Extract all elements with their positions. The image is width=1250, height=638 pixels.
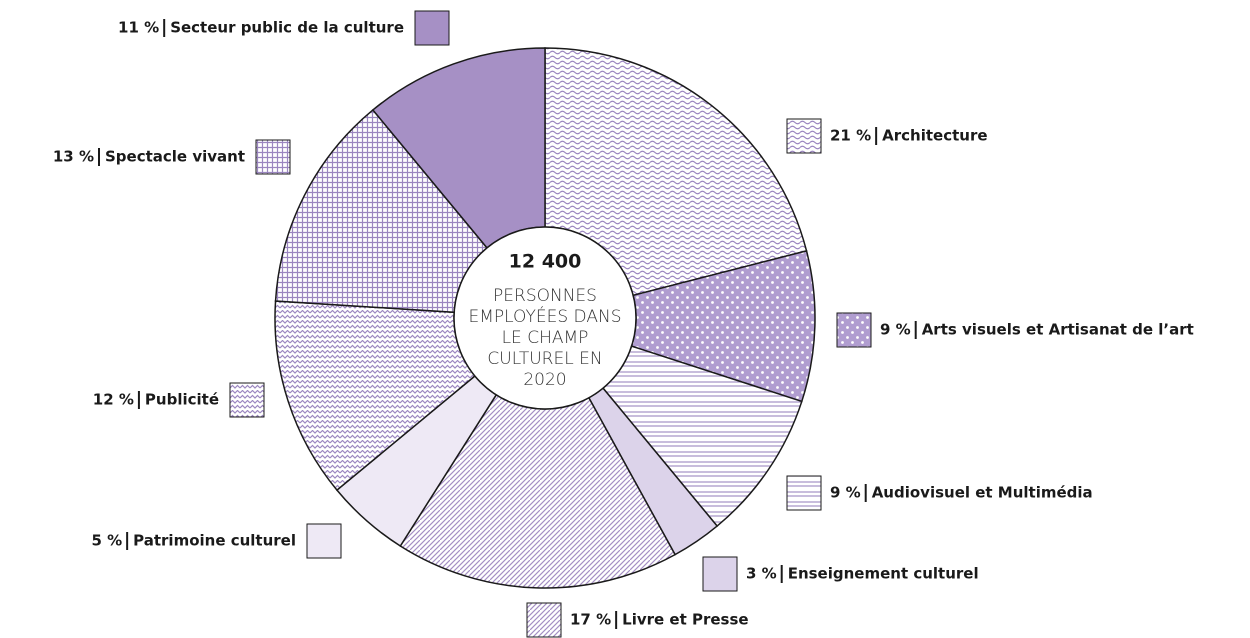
legend-swatch [786,118,822,154]
legend-swatch [255,139,291,175]
legend-label: Enseignement culturel [788,565,979,583]
legend-value: 11 % [118,19,159,37]
center-value: 12 400 [509,251,582,273]
legend-swatch [229,382,265,418]
legend-label: Spectacle vivant [105,148,245,166]
legend-swatch [414,10,450,46]
center-text: PERSONNES [493,286,597,306]
legend-value: 17 % [570,611,611,629]
legend-swatch [786,475,822,511]
legend-label: Secteur public de la culture [170,19,404,37]
center-text: CULTUREL EN [487,349,602,369]
center-text: 2020 [523,370,566,390]
legend-label: Publicité [145,391,219,409]
legend-value: 13 % [53,148,94,166]
donut [274,47,816,589]
center-text: EMPLOYÉES DANS [469,305,622,327]
legend-swatch [306,523,342,559]
legend-swatch [526,602,562,638]
legend-label: Livre et Presse [622,611,748,629]
legend-value: 9 % [880,321,911,339]
legend-value: 3 % [746,565,777,583]
legend-label: Audiovisuel et Multimédia [872,484,1093,502]
legend-swatch [702,556,738,592]
legend-value: 5 % [91,532,122,550]
legend-swatch [836,312,872,348]
legend-label: Arts visuels et Artisanat de l’art [922,321,1194,339]
center-text: LE CHAMP [502,328,589,348]
legend-label: Architecture [882,127,987,145]
legend-label: Patrimoine culturel [133,532,296,550]
legend-value: 21 % [830,127,871,145]
donut-hole [453,226,637,410]
legend-value: 12 % [93,391,134,409]
legend-value: 9 % [830,484,861,502]
